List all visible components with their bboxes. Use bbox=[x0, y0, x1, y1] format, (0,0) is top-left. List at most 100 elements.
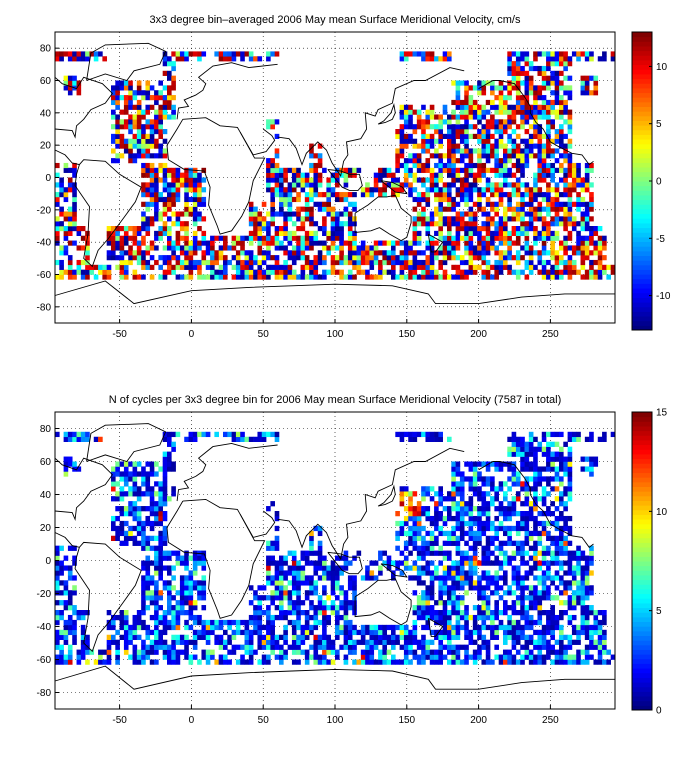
data-bin bbox=[184, 644, 189, 650]
data-bin bbox=[477, 644, 482, 650]
data-bin bbox=[455, 520, 461, 527]
data-bin bbox=[416, 511, 422, 517]
data-bin bbox=[257, 585, 263, 591]
data-bin bbox=[136, 133, 142, 139]
data-bin bbox=[175, 182, 181, 188]
data-bin bbox=[149, 560, 155, 566]
data-bin bbox=[132, 124, 138, 130]
data-bin bbox=[447, 530, 452, 537]
data-bin bbox=[136, 649, 142, 655]
data-bin bbox=[602, 245, 607, 251]
data-bin bbox=[179, 649, 185, 655]
data-bin bbox=[550, 235, 555, 241]
data-bin bbox=[429, 56, 435, 62]
data-bin bbox=[141, 240, 146, 246]
data-bin bbox=[322, 560, 327, 566]
data-bin bbox=[317, 639, 323, 645]
data-bin bbox=[537, 269, 543, 275]
data-bin bbox=[477, 245, 482, 251]
data-bin bbox=[369, 649, 375, 655]
data-bin bbox=[447, 167, 452, 173]
data-bin bbox=[274, 614, 280, 621]
data-bin bbox=[455, 575, 461, 581]
data-bin bbox=[330, 560, 336, 566]
data-bin bbox=[537, 614, 543, 621]
data-bin bbox=[567, 162, 573, 169]
data-bin bbox=[533, 585, 538, 591]
data-bin bbox=[123, 274, 129, 280]
data-bin bbox=[472, 605, 478, 611]
data-bin bbox=[524, 481, 530, 487]
data-bin bbox=[576, 590, 581, 596]
data-bin bbox=[412, 230, 418, 236]
data-bin bbox=[162, 535, 168, 541]
data-bin bbox=[119, 153, 125, 159]
data-bin bbox=[192, 216, 198, 222]
data-bin bbox=[395, 535, 400, 541]
data-bin bbox=[227, 51, 232, 57]
data-bin bbox=[477, 654, 482, 660]
data-bin bbox=[541, 269, 547, 275]
data-bin bbox=[171, 240, 176, 246]
data-bin bbox=[554, 206, 560, 212]
data-bin bbox=[115, 614, 120, 621]
data-bin bbox=[197, 259, 202, 266]
data-bin bbox=[533, 192, 538, 198]
data-bin bbox=[533, 600, 538, 606]
data-bin bbox=[425, 585, 431, 591]
data-bin bbox=[606, 649, 611, 655]
data-bin bbox=[464, 124, 469, 130]
data-bin bbox=[145, 192, 151, 198]
data-bin bbox=[610, 56, 616, 62]
data-bin bbox=[201, 634, 207, 640]
data-bin bbox=[270, 119, 275, 125]
data-bin bbox=[72, 629, 77, 636]
data-bin bbox=[511, 153, 517, 159]
data-bin bbox=[149, 614, 155, 621]
data-bin bbox=[356, 264, 362, 270]
data-bin bbox=[567, 654, 573, 660]
data-bin bbox=[472, 177, 478, 183]
data-bin bbox=[498, 119, 504, 125]
data-bin bbox=[128, 476, 133, 482]
data-bin bbox=[498, 565, 504, 571]
data-bin bbox=[524, 56, 530, 62]
data-bin bbox=[98, 649, 103, 655]
data-bin bbox=[584, 466, 590, 472]
data-bin bbox=[533, 226, 538, 232]
data-bin bbox=[192, 585, 198, 591]
data-bin bbox=[145, 624, 151, 631]
data-bin bbox=[266, 560, 271, 566]
data-bin bbox=[322, 255, 327, 261]
data-bin bbox=[515, 511, 521, 517]
data-bin bbox=[425, 644, 431, 650]
data-bin bbox=[119, 124, 125, 130]
data-bin bbox=[408, 506, 413, 512]
data-bin bbox=[541, 466, 547, 472]
data-bin bbox=[451, 274, 456, 280]
data-bin bbox=[451, 255, 456, 261]
data-bin bbox=[408, 649, 413, 655]
data-bin bbox=[528, 570, 534, 576]
data-bin bbox=[382, 187, 387, 193]
data-bin bbox=[584, 590, 590, 596]
data-bin bbox=[330, 211, 336, 217]
data-bin bbox=[270, 255, 275, 261]
data-bin bbox=[188, 575, 194, 581]
data-bin bbox=[192, 177, 198, 183]
data-bin bbox=[274, 235, 280, 241]
data-bin bbox=[507, 525, 512, 532]
data-bin bbox=[434, 56, 439, 62]
data-bin bbox=[154, 600, 159, 606]
data-bin bbox=[511, 216, 517, 222]
data-bin bbox=[106, 250, 112, 256]
data-bin bbox=[602, 255, 607, 261]
data-bin bbox=[145, 264, 151, 270]
data-bin bbox=[589, 269, 594, 275]
data-bin bbox=[386, 255, 392, 261]
data-bin bbox=[309, 644, 314, 650]
data-bin bbox=[132, 535, 138, 541]
data-bin bbox=[175, 619, 181, 626]
data-bin bbox=[477, 90, 482, 96]
